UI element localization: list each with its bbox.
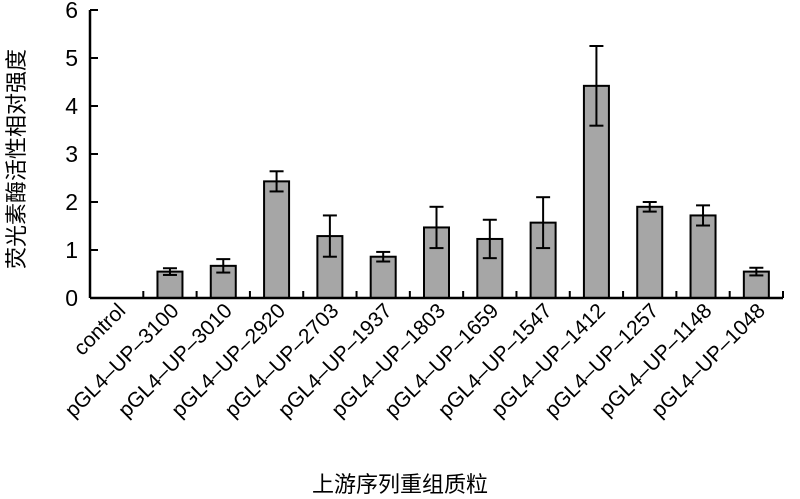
bars-group: [156, 84, 770, 300]
y-ticks-group: 0 1 2 3 4 5 6: [65, 0, 98, 311]
y-tick-label: 2: [65, 189, 78, 215]
y-tick-label: 0: [65, 285, 78, 311]
error-bars-group: [162, 45, 764, 277]
x-axis-label: 上游序列重组质粒: [312, 473, 488, 498]
y-axis-label: 荧光素酶活性相对强度: [5, 49, 30, 269]
x-ticks-group: controlpGL4–UP–3100pGL4–UP–3010pGL4–UP–2…: [61, 291, 784, 422]
y-tick-label: 3: [65, 141, 78, 167]
y-tick-label: 6: [65, 0, 78, 23]
y-tick-label: 1: [65, 237, 78, 263]
bar-5: [369, 255, 397, 299]
bar-10: [636, 205, 664, 299]
bar-3: [263, 180, 291, 299]
y-tick-label: 5: [65, 45, 78, 71]
y-tick-label: 4: [65, 93, 78, 119]
bar-11: [689, 214, 717, 299]
bar-6: [423, 226, 450, 299]
